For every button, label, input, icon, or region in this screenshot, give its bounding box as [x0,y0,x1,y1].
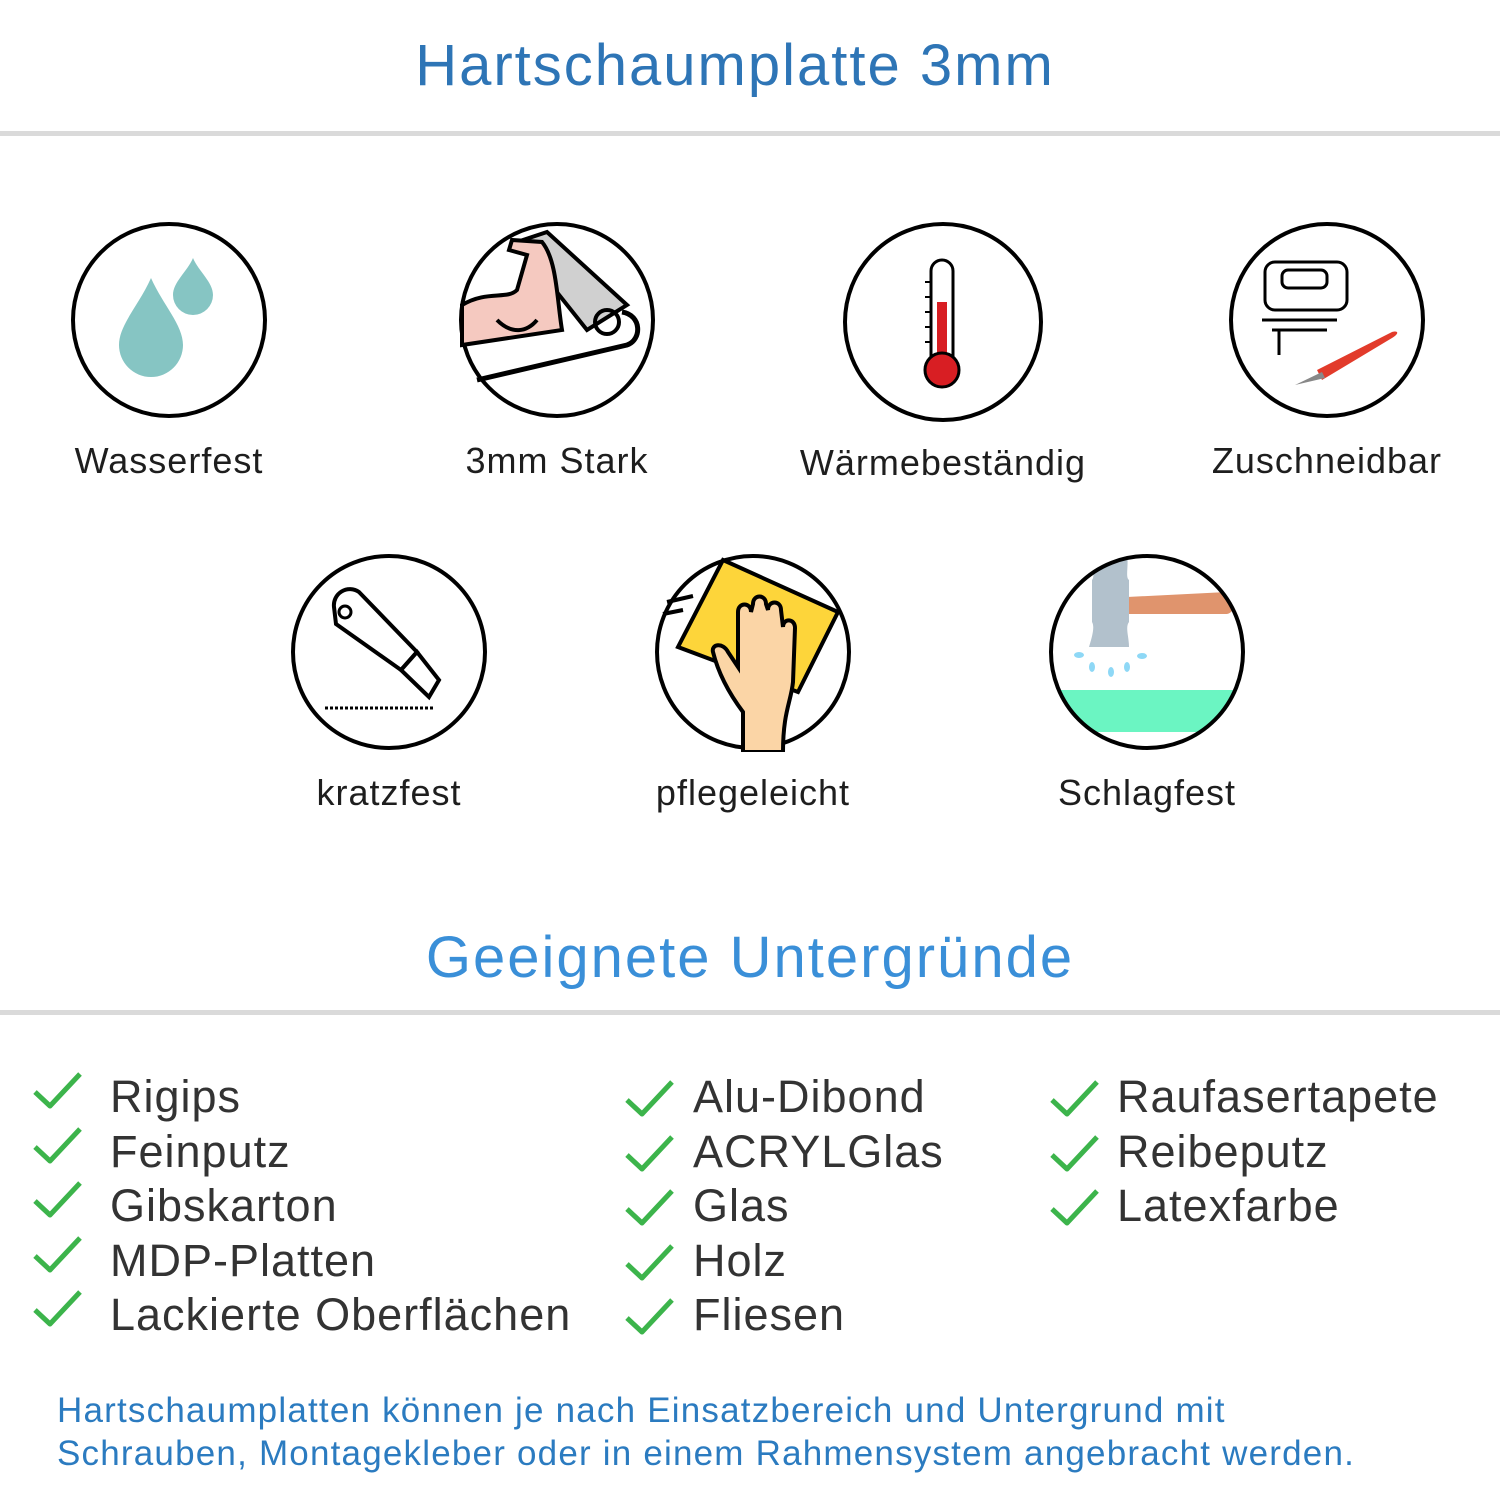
feature-label: 3mm Stark [465,440,649,481]
flexed-arm-icon [459,222,655,418]
feature-kratzfest: kratzfest [239,552,539,814]
feature-schlagfest: Schlagfest [997,552,1297,814]
water-drops-icon [71,222,267,418]
surface-item: Holz [625,1234,787,1288]
feature-waermebestaendig: Wärmebeständig [793,222,1093,484]
divider [0,1010,1500,1015]
surface-item: MDP-Platten [33,1234,376,1288]
check-icon [33,1181,82,1218]
surface-label: Lackierte Oberflächen [110,1289,572,1340]
surface-label: Holz [693,1234,788,1286]
feature-label: kratzfest [316,772,462,813]
check-icon [625,1243,674,1280]
surface-label: Rigips [110,1071,242,1122]
check-icon [33,1072,82,1109]
check-icon [625,1080,674,1117]
surface-item: Raufasertapete [1050,1070,1439,1124]
page-title: Hartschaumplatte 3mm [415,33,1055,98]
surface-label: Fliesen [693,1289,846,1340]
feature-label: Wärmebeständig [799,442,1087,483]
surface-label: Feinputz [110,1125,291,1177]
section-title: Geeignete Untergründe [425,925,1075,990]
feature-label: Zuschneidbar [1211,440,1443,481]
surface-label: Gibskarton [110,1180,338,1231]
surface-item: Lackierte Oberflächen [33,1288,571,1342]
feature-label: Wasserfest [74,440,264,481]
footer-line: Schrauben, Montagekleber oder in einem R… [57,1434,1356,1473]
surface-label: Latexfarbe [1117,1180,1340,1231]
surface-item: ACRYLGlas [625,1125,944,1179]
surface-item: Alu-Dibond [625,1070,926,1124]
feature-zuschneidbar: Zuschneidbar [1177,220,1477,482]
check-icon [33,1235,82,1272]
check-icon [625,1134,674,1171]
surface-item: Latexfarbe [1050,1179,1340,1233]
surface-item: Glas [625,1179,790,1233]
divider [0,131,1500,136]
surface-item: Fliesen [625,1288,845,1342]
surface-item: Reibeputz [1050,1125,1329,1179]
feature-label: pflegeleicht [655,772,851,813]
hammer-icon [1049,554,1245,750]
utility-knife-icon [291,554,487,750]
surface-item: Feinputz [33,1125,291,1179]
feature-wasserfest: Wasserfest [19,220,319,482]
check-icon [33,1290,82,1327]
check-icon [1050,1189,1099,1226]
surface-label: Alu-Dibond [693,1071,926,1122]
check-icon [625,1189,674,1226]
footer-line: Hartschaumplatten können je nach Einsatz… [57,1391,1226,1430]
footer-note: Hartschaumplatten können je nach Einsatz… [57,1389,1355,1475]
surface-label: Reibeputz [1117,1125,1329,1177]
surface-label: MDP-Platten [110,1234,377,1286]
jigsaw-cutter-icon [1229,222,1425,418]
surface-item: Gibskarton [33,1179,338,1233]
check-icon [1050,1080,1099,1117]
check-icon [33,1126,82,1163]
surface-item: Rigips [33,1070,241,1124]
feature-label: Schlagfest [1057,772,1237,813]
surface-label: Raufasertapete [1117,1071,1439,1122]
feature-3mm-stark: 3mm Stark [407,220,707,482]
check-icon [1050,1134,1099,1171]
surface-label: ACRYLGlas [693,1125,944,1177]
check-icon [625,1298,674,1335]
feature-pflegeleicht: pflegeleicht [603,552,903,814]
hand-sponge-icon [655,554,851,752]
surface-label: Glas [693,1180,790,1231]
thermometer-icon [843,222,1043,422]
